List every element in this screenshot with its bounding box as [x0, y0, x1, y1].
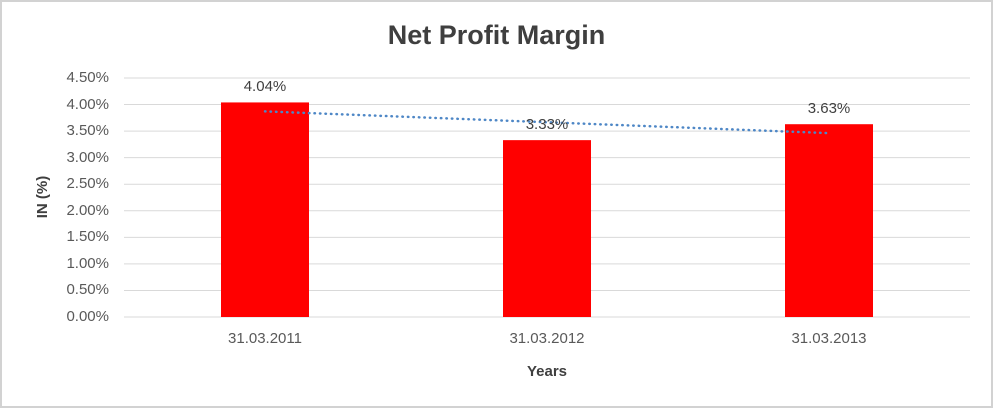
y-tick-label: 2.00% [66, 201, 109, 219]
trendline[interactable] [263, 110, 831, 135]
data-label: 3.33% [525, 116, 569, 134]
y-tick-label: 2.50% [66, 175, 109, 193]
bar[interactable] [221, 102, 309, 317]
y-tick-label: 3.50% [66, 122, 109, 140]
data-label: 3.63% [807, 100, 851, 118]
y-tick-label: 1.00% [66, 254, 109, 272]
y-tick-label: 0.00% [66, 308, 109, 325]
y-tick-label: 3.00% [66, 148, 109, 166]
bar[interactable] [785, 124, 873, 317]
y-tick-label: 4.00% [66, 95, 109, 113]
x-tick-label: 31.03.2012 [509, 330, 585, 347]
y-tick-label: 0.50% [66, 281, 109, 299]
y-tick-label: 4.50% [66, 69, 109, 86]
x-tick-label: 31.03.2013 [791, 330, 867, 347]
y-tick-label: 1.50% [66, 228, 109, 246]
x-tick-label: 31.03.2011 [228, 330, 302, 347]
bar[interactable] [503, 140, 591, 317]
chart-title: Net Profit Margin [387, 20, 606, 50]
x-axis-title: Years [526, 363, 568, 380]
data-label: 4.04% [243, 78, 287, 96]
